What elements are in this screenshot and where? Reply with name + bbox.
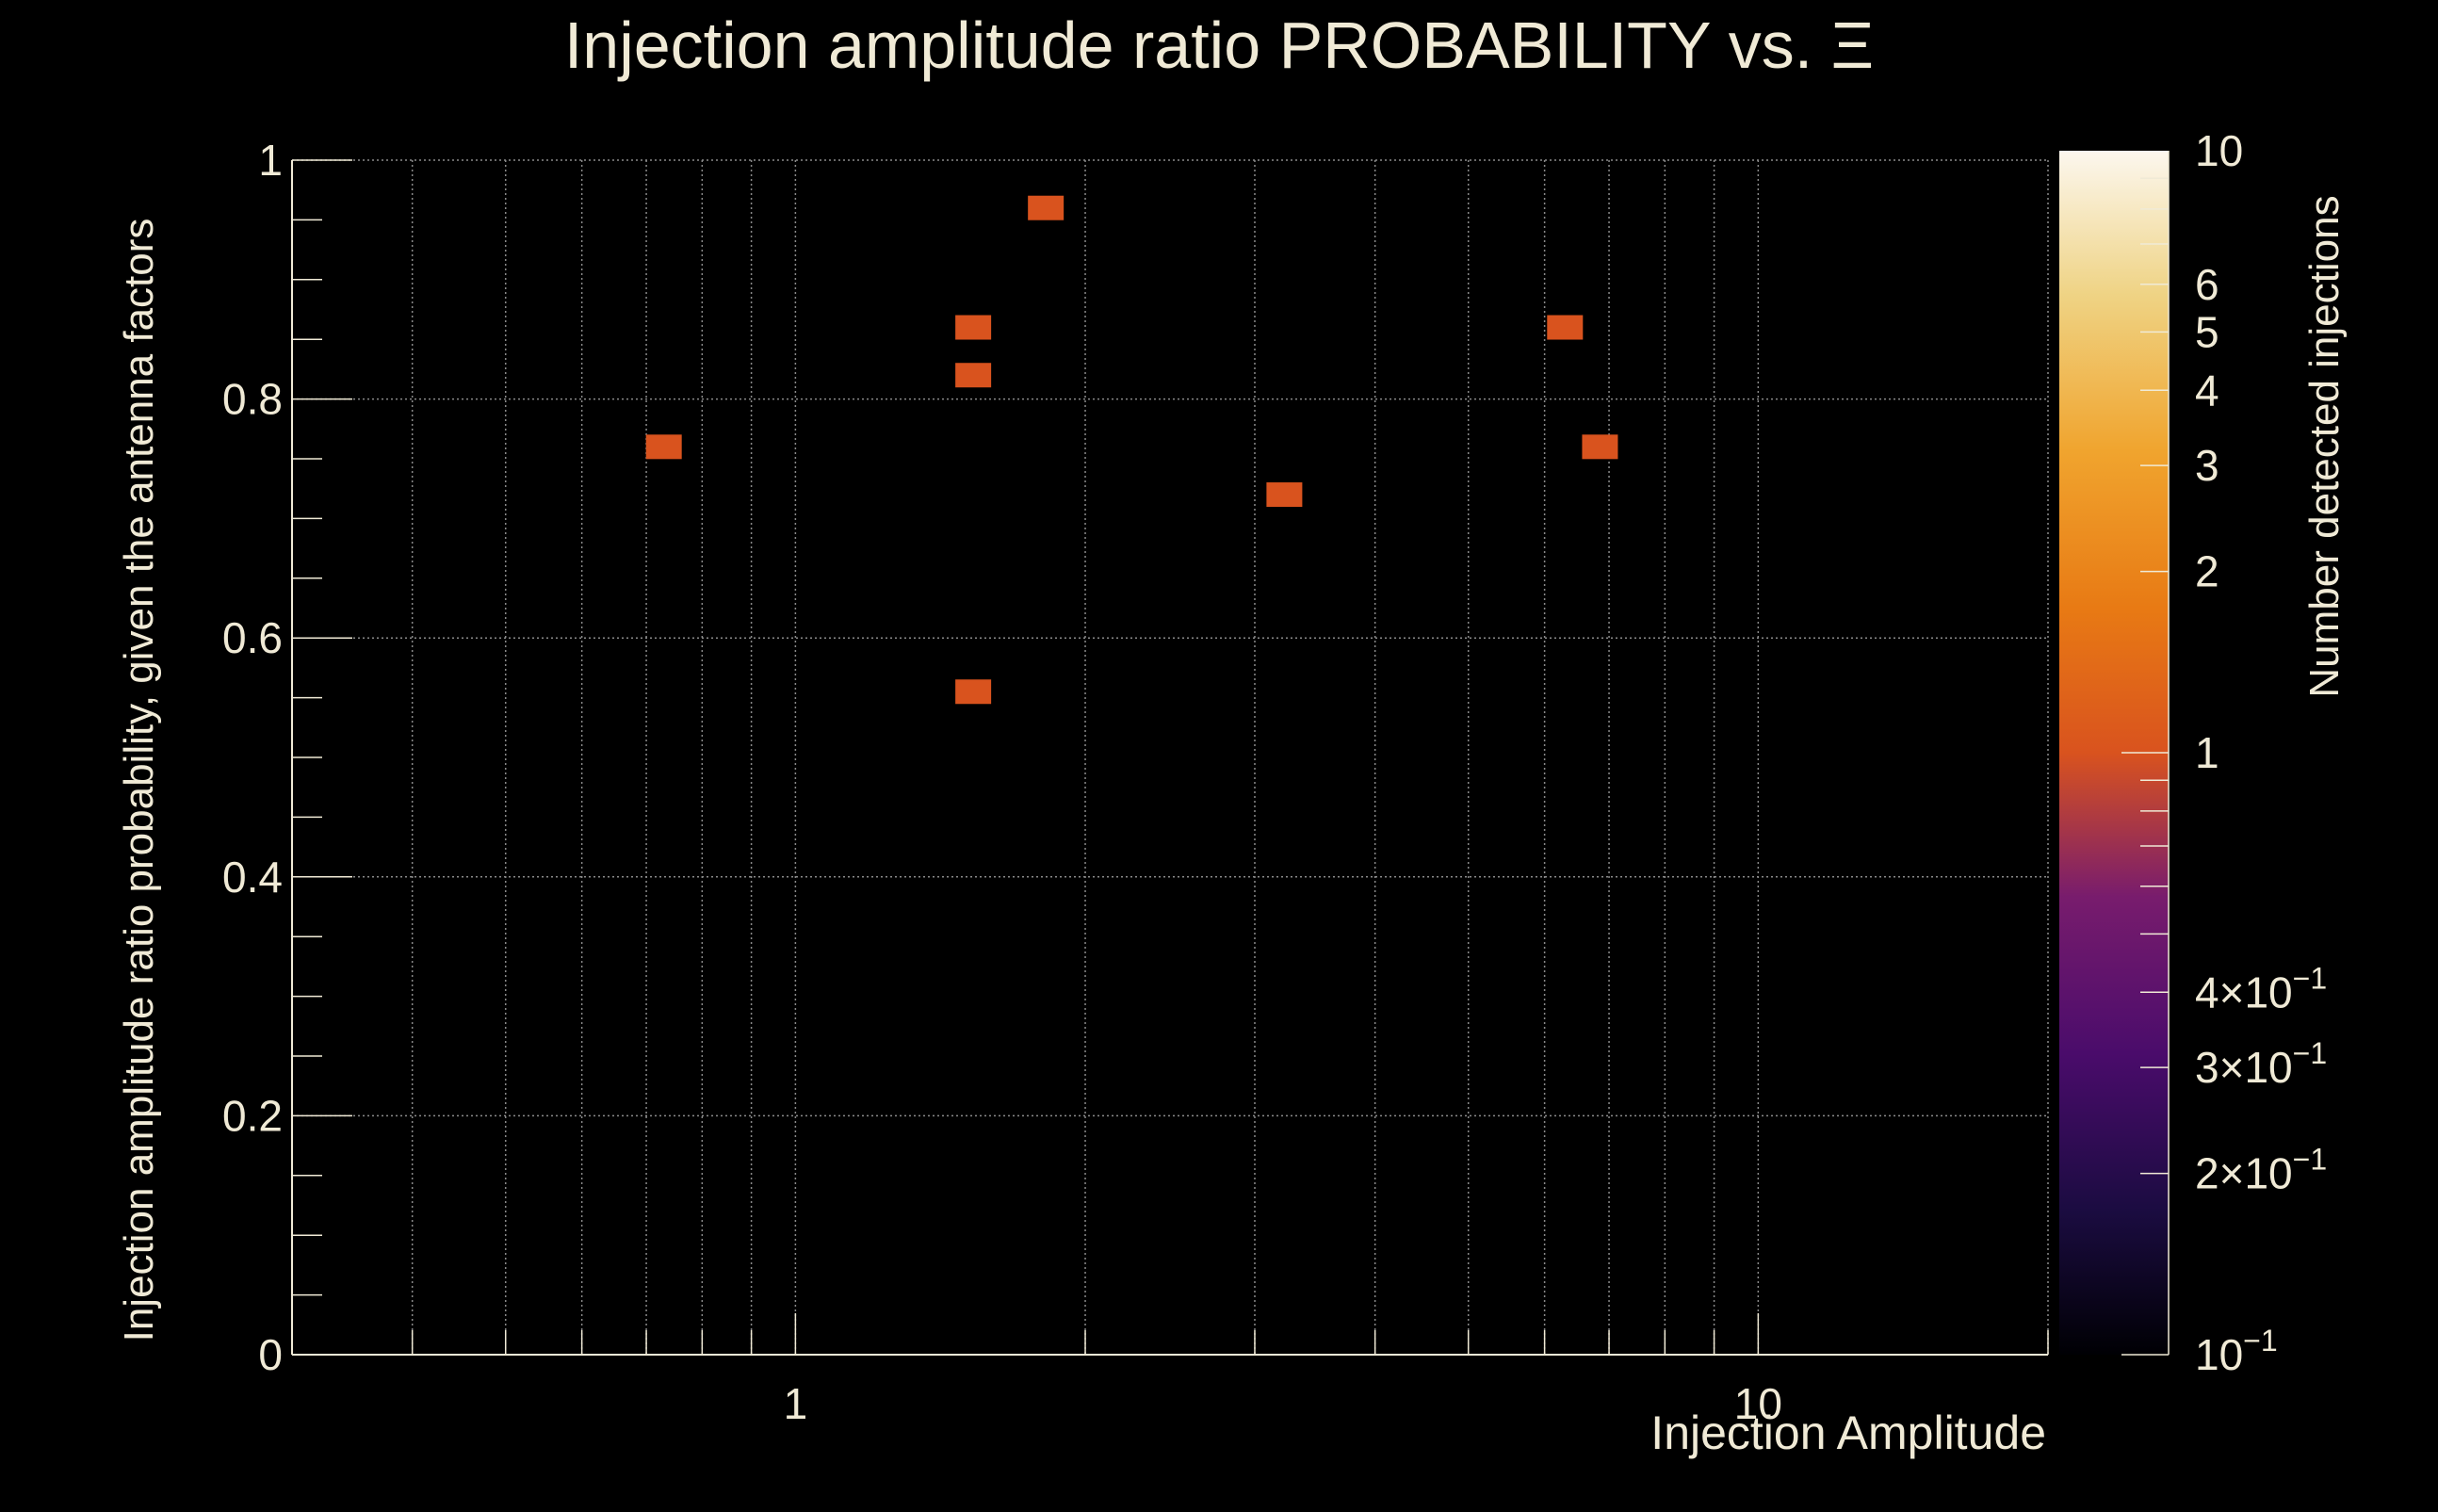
palette-tick-mantissa: 10: [2195, 1330, 2243, 1379]
palette-tick-mantissa: 6: [2195, 260, 2219, 309]
palette-tick-mantissa: 2×10: [2195, 1149, 2293, 1198]
heatmap-cell: [955, 315, 992, 340]
heatmap-cell: [1582, 434, 1618, 460]
palette-tick-mantissa: 3: [2195, 441, 2219, 490]
x-axis-label: Injection Amplitude: [1650, 1406, 2046, 1459]
palette-tick-mantissa: 3×10: [2195, 1043, 2293, 1092]
y-tick-label: 0: [258, 1330, 283, 1379]
palette-tick-mantissa: 4: [2195, 366, 2219, 415]
heatmap-cell: [1028, 195, 1065, 220]
heatmap-cell: [1547, 315, 1584, 340]
palette-tick-label: 10−1: [2195, 1324, 2278, 1379]
y-tick-label: 1: [258, 136, 283, 185]
heatmap-cell: [1266, 482, 1303, 508]
y-tick-label: 0.8: [222, 375, 283, 424]
grid-lines: [291, 159, 2049, 1355]
palette-tick-exponent: −1: [2293, 1036, 2327, 1070]
palette-tick-exponent: −1: [2293, 961, 2327, 995]
palette-tick-label: 4: [2195, 366, 2219, 415]
palette-tick-mantissa: 2: [2195, 547, 2219, 596]
y-tick-label: 0.4: [222, 853, 283, 902]
palette-tick-mantissa: 1: [2195, 728, 2219, 777]
palette-tick-exponent: −1: [2293, 1143, 2327, 1177]
palette-tick-label: 4×10−1: [2195, 961, 2327, 1016]
palette-tick-label: 10: [2195, 126, 2243, 175]
palette-tick-label: 2: [2195, 547, 2219, 596]
heatmap-cell: [955, 679, 992, 705]
palette-tick-label: 1: [2195, 728, 2219, 777]
y-tick-label: 0.6: [222, 613, 283, 662]
palette-tick-label: 6: [2195, 260, 2219, 309]
palette-tick-label: 3×10−1: [2195, 1036, 2327, 1092]
x-tick-label: 10: [1734, 1379, 1782, 1428]
palette-tick-mantissa: 5: [2195, 307, 2219, 356]
palette-tick-label: 3: [2195, 441, 2219, 490]
z-axis-label: Number detected injections: [2301, 195, 2348, 697]
heatmap-cell: [955, 363, 992, 388]
palette-tick-mantissa: 10: [2195, 126, 2243, 175]
y-axis-label: Injection amplitude ratio probability, g…: [116, 219, 162, 1342]
chart-title: Injection amplitude ratio PROBABILITY vs…: [564, 8, 1874, 82]
axes: 1 10 0 0.2 0.4 0.6 0.8 1: [222, 136, 2049, 1428]
palette-tick-label: 5: [2195, 307, 2219, 356]
heatmap-cell: [645, 434, 682, 460]
palette-tick-exponent: −1: [2243, 1324, 2277, 1358]
palette-tick-mantissa: 4×10: [2195, 967, 2293, 1016]
heatmap-cells: [645, 195, 1618, 705]
palette-tick-label: 2×10−1: [2195, 1143, 2327, 1198]
y-tick-label: 0.2: [222, 1091, 283, 1140]
x-tick-label: 1: [784, 1379, 808, 1428]
